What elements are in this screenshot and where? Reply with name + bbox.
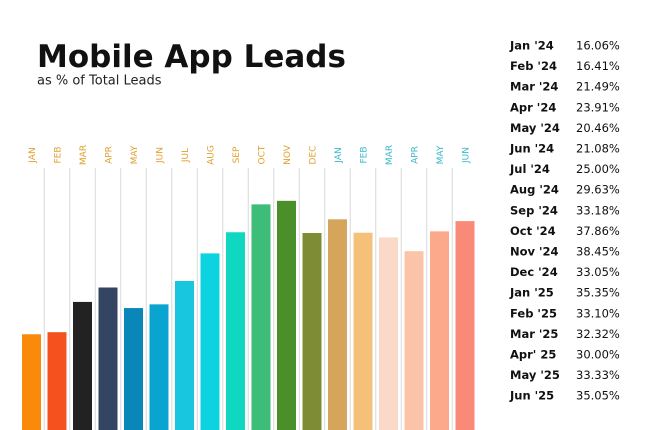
table-value: 32.32% bbox=[576, 327, 620, 341]
bar bbox=[251, 204, 271, 430]
bar bbox=[430, 231, 449, 430]
x-tick-label: AUG bbox=[207, 145, 217, 165]
bar bbox=[404, 251, 424, 430]
table-label: Aug '24 bbox=[510, 183, 559, 197]
table-value: 33.05% bbox=[576, 265, 620, 279]
x-tick-label: JAN bbox=[334, 147, 344, 163]
chart-title: Mobile App Leads bbox=[37, 39, 346, 75]
table-value: 35.05% bbox=[576, 389, 620, 403]
table-value: 37.86% bbox=[576, 224, 620, 238]
bar bbox=[175, 281, 194, 430]
table-label: Dec '24 bbox=[510, 265, 558, 279]
bar bbox=[47, 332, 67, 430]
table-value: 35.35% bbox=[576, 286, 620, 300]
x-tick-label: NOV bbox=[283, 144, 293, 165]
x-tick-label: APR bbox=[411, 146, 421, 164]
x-tick-label: DEC bbox=[309, 146, 319, 165]
x-tick-label: MAY bbox=[436, 145, 446, 164]
table-value: 33.10% bbox=[576, 306, 620, 320]
bar bbox=[379, 237, 398, 430]
table-value: 33.18% bbox=[576, 203, 620, 217]
table-label: Jul '24 bbox=[509, 162, 550, 176]
x-tick-label: FEB bbox=[54, 146, 64, 163]
x-tick-label: JAN bbox=[28, 147, 38, 163]
table-value: 29.63% bbox=[576, 183, 620, 197]
table-value: 38.45% bbox=[576, 245, 620, 259]
bar bbox=[98, 287, 118, 430]
bar bbox=[277, 200, 296, 430]
bar bbox=[73, 301, 92, 430]
x-tick-label: JUL bbox=[181, 148, 191, 163]
table-value: 16.41% bbox=[576, 59, 620, 73]
x-tick-label: FEB bbox=[360, 146, 370, 163]
table-value: 33.33% bbox=[576, 368, 620, 382]
bar bbox=[302, 233, 322, 430]
x-tick-label: APR bbox=[105, 146, 115, 164]
table-label: Sep '24 bbox=[510, 203, 558, 217]
x-tick-label: JUN bbox=[462, 147, 472, 164]
chart-subtitle: as % of Total Leads bbox=[37, 74, 162, 89]
bar bbox=[226, 232, 245, 430]
table-value: 25.00% bbox=[576, 162, 620, 176]
x-tick-label: SEP bbox=[232, 146, 242, 163]
table-value: 21.49% bbox=[576, 80, 620, 94]
bar bbox=[22, 334, 41, 430]
table-label: Jan '25 bbox=[509, 286, 554, 300]
table-label: Mar '24 bbox=[510, 80, 558, 94]
x-tick-label: MAY bbox=[130, 145, 140, 164]
table-label: Apr '24 bbox=[510, 100, 556, 114]
table-label: Mar '25 bbox=[510, 327, 558, 341]
bar bbox=[353, 232, 373, 430]
x-tick-label: MAR bbox=[79, 145, 89, 165]
table-label: Jan '24 bbox=[509, 39, 554, 53]
x-tick-label: JUN bbox=[156, 147, 166, 164]
bar bbox=[149, 304, 169, 430]
table-label: Feb '25 bbox=[510, 306, 557, 320]
x-tick-label: MAR bbox=[385, 145, 395, 165]
table-label: Jun '24 bbox=[509, 142, 554, 156]
table-label: Feb '24 bbox=[510, 59, 557, 73]
table-value: 30.00% bbox=[576, 348, 620, 362]
table-label: May '25 bbox=[510, 368, 560, 382]
x-tick-label: OCT bbox=[258, 145, 268, 164]
bar bbox=[328, 219, 347, 430]
table-value: 16.06% bbox=[576, 39, 620, 53]
table-label: Apr' 25 bbox=[510, 348, 556, 362]
bar bbox=[455, 221, 475, 430]
table-value: 20.46% bbox=[576, 121, 620, 135]
table-label: Jun '25 bbox=[509, 389, 554, 403]
table-value: 23.91% bbox=[576, 100, 620, 114]
table-label: Nov '24 bbox=[510, 245, 559, 259]
table-value: 21.08% bbox=[576, 142, 620, 156]
bar bbox=[200, 253, 220, 430]
table-label: May '24 bbox=[510, 121, 560, 135]
table-label: Oct '24 bbox=[510, 224, 556, 238]
bar bbox=[124, 308, 143, 430]
